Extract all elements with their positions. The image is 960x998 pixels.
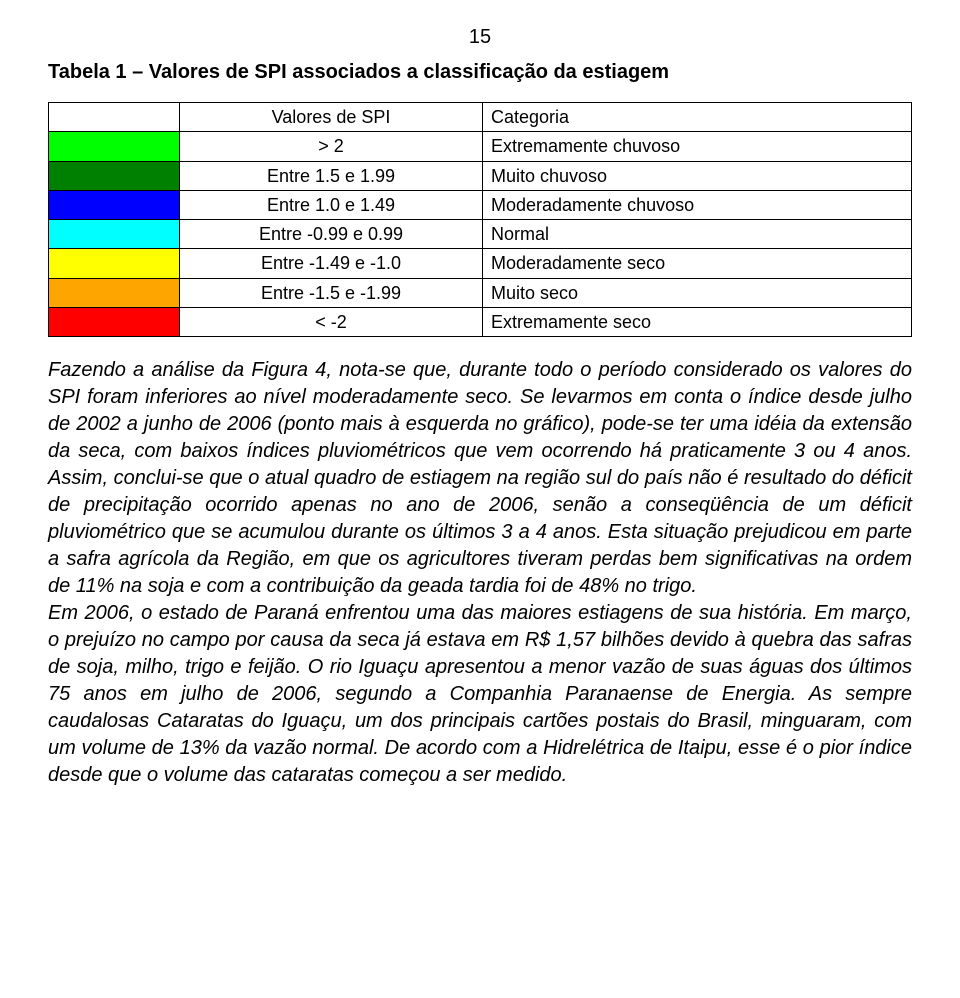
spi-value: Entre -1.5 e -1.99 — [180, 278, 483, 307]
color-swatch — [49, 161, 180, 190]
table-header-row: Valores de SPICategoria — [49, 103, 912, 132]
spi-value: > 2 — [180, 132, 483, 161]
table-row: Entre -1.49 e -1.0Moderadamente seco — [49, 249, 912, 278]
color-swatch — [49, 308, 180, 337]
table-row: Entre 1.5 e 1.99Muito chuvoso — [49, 161, 912, 190]
table-row: Entre -0.99 e 0.99Normal — [49, 220, 912, 249]
color-swatch — [49, 190, 180, 219]
spi-category: Moderadamente chuvoso — [483, 190, 912, 219]
spi-value: Entre 1.0 e 1.49 — [180, 190, 483, 219]
color-swatch — [49, 132, 180, 161]
color-swatch — [49, 220, 180, 249]
spi-value: < -2 — [180, 308, 483, 337]
header-values: Valores de SPI — [180, 103, 483, 132]
spi-category: Extremamente chuvoso — [483, 132, 912, 161]
spi-category: Extremamente seco — [483, 308, 912, 337]
table-row: > 2Extremamente chuvoso — [49, 132, 912, 161]
table-caption: Tabela 1 – Valores de SPI associados a c… — [48, 59, 912, 86]
spi-value: Entre -1.49 e -1.0 — [180, 249, 483, 278]
spi-category: Muito seco — [483, 278, 912, 307]
spi-classification-table: Valores de SPICategoria> 2Extremamente c… — [48, 102, 912, 337]
header-category: Categoria — [483, 103, 912, 132]
color-swatch — [49, 278, 180, 307]
table-row: < -2Extremamente seco — [49, 308, 912, 337]
spi-category: Normal — [483, 220, 912, 249]
spi-category: Moderadamente seco — [483, 249, 912, 278]
spi-value: Entre 1.5 e 1.99 — [180, 161, 483, 190]
color-swatch — [49, 249, 180, 278]
spi-value: Entre -0.99 e 0.99 — [180, 220, 483, 249]
spi-category: Muito chuvoso — [483, 161, 912, 190]
table-row: Entre -1.5 e -1.99Muito seco — [49, 278, 912, 307]
color-swatch-header — [49, 103, 180, 132]
page-number: 15 — [48, 24, 912, 51]
table-row: Entre 1.0 e 1.49Moderadamente chuvoso — [49, 190, 912, 219]
body-paragraph: Fazendo a análise da Figura 4, nota-se q… — [48, 357, 912, 789]
